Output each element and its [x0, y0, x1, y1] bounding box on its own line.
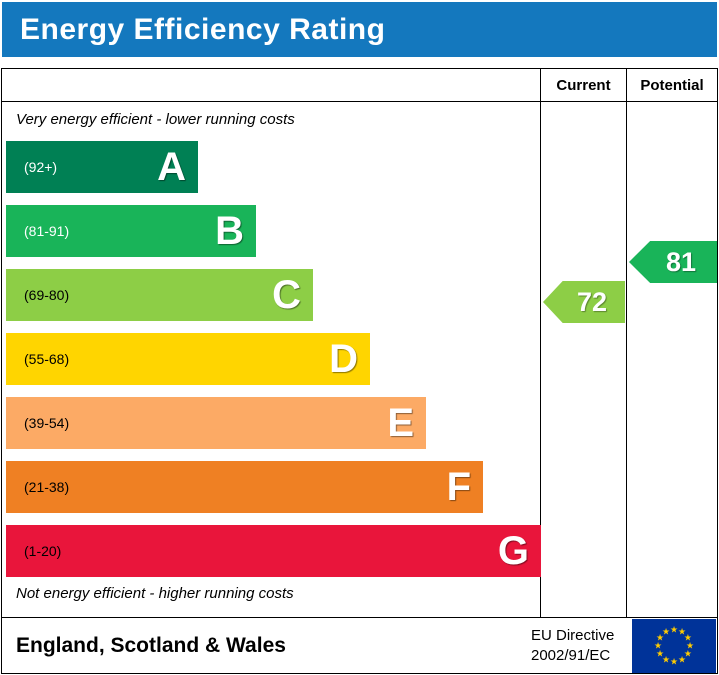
eu-directive-line1: EU Directive — [531, 626, 615, 644]
current-rating-arrow: 72 — [543, 281, 625, 323]
footer-bar: England, Scotland & Wales EU Directive 2… — [1, 617, 718, 674]
band-row: (55-68) D — [6, 333, 370, 385]
current-column-header: Current — [556, 77, 611, 94]
band-range-label: (81-91) — [24, 223, 70, 239]
band-letter: D — [329, 337, 358, 381]
energy-rating-chart: Current Potential Very energy efficient … — [1, 68, 718, 618]
current-rating-value: 72 — [576, 286, 608, 317]
band-row: (81-91) B — [6, 205, 256, 257]
band-range-label: (1-20) — [24, 543, 62, 559]
region-label: England, Scotland & Wales — [16, 633, 286, 657]
svg-text:★: ★ — [678, 627, 686, 637]
band-range-label: (21-38) — [24, 479, 70, 495]
band-row: (69-80) C — [6, 269, 313, 321]
eu-directive-label: EU Directive 2002/91/EC — [531, 625, 614, 666]
band-letter: E — [387, 401, 414, 445]
svg-text:★: ★ — [656, 649, 664, 659]
band-range-label: (69-80) — [24, 287, 70, 303]
column-header-row: Current Potential — [2, 69, 717, 102]
band-bar: (39-54) E — [6, 397, 426, 449]
potential-rating-value: 81 — [665, 246, 697, 277]
svg-text:★: ★ — [656, 633, 664, 643]
svg-text:★: ★ — [686, 641, 694, 651]
svg-text:★: ★ — [670, 625, 678, 635]
title-bar: Energy Efficiency Rating — [2, 2, 717, 57]
band-bar: (55-68) D — [6, 333, 370, 385]
svg-text:★: ★ — [684, 633, 692, 643]
band-range-label: (92+) — [24, 159, 58, 175]
band-bar: (69-80) C — [6, 269, 313, 321]
svg-text:★: ★ — [662, 654, 670, 664]
band-letter: B — [215, 209, 244, 253]
current-column-divider — [540, 69, 541, 617]
band-letter: A — [157, 145, 186, 189]
bottom-note: Not energy efficient - higher running co… — [16, 585, 294, 602]
eu-flag-icon: ★ ★ ★ ★ ★ ★ ★ ★ ★ ★ ★ ★ — [632, 619, 716, 673]
band-letter: F — [446, 465, 471, 509]
svg-text:★: ★ — [678, 654, 686, 664]
svg-text:★: ★ — [662, 627, 670, 637]
svg-text:★: ★ — [684, 649, 692, 659]
band-bar: (81-91) B — [6, 205, 256, 257]
svg-text:★: ★ — [670, 657, 678, 667]
band-row: (1-20) G — [6, 525, 541, 577]
band-letter: C — [272, 273, 301, 317]
top-note: Very energy efficient - lower running co… — [16, 111, 295, 128]
band-range-label: (55-68) — [24, 351, 70, 367]
band-range-label: (39-54) — [24, 415, 70, 431]
page-title: Energy Efficiency Rating — [20, 12, 386, 46]
eu-directive-line2: 2002/91/EC — [531, 646, 611, 664]
potential-rating-arrow: 81 — [629, 241, 717, 283]
band-bar: (21-38) F — [6, 461, 483, 513]
band-letter: G — [497, 529, 529, 573]
potential-column-divider — [626, 69, 627, 617]
band-row: (21-38) F — [6, 461, 483, 513]
potential-column-header: Potential — [640, 77, 704, 94]
band-bar: (1-20) G — [6, 525, 541, 577]
svg-text:★: ★ — [654, 641, 662, 651]
band-row: (39-54) E — [6, 397, 426, 449]
band-row: (92+) A — [6, 141, 198, 193]
band-bar: (92+) A — [6, 141, 198, 193]
